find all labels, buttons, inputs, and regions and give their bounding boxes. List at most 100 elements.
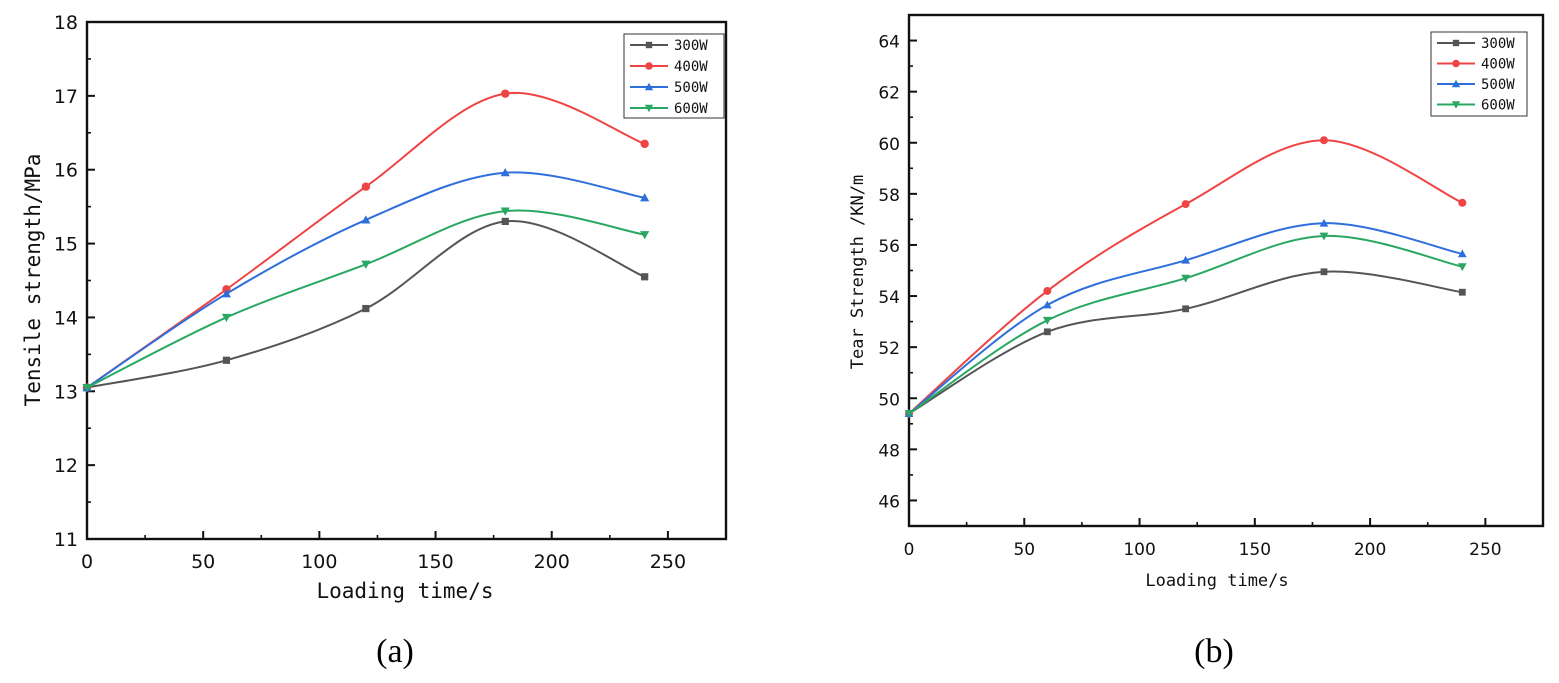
chart-a-legend-300w-marker-0 [645, 41, 653, 49]
chart-a-x-axis-label: Loading time/s [316, 579, 493, 603]
chart-a-series-500w-marker-1 [221, 289, 232, 298]
chart-b-x-tick-label: 200 [1354, 540, 1386, 560]
chart-b-x-tick-label: 100 [1123, 540, 1155, 560]
chart-a-legend-500w-marker-0 [644, 82, 654, 91]
chart-a-series-300w [83, 217, 649, 392]
chart-a-series-500w [82, 168, 650, 392]
chart-b-series-400w-marker-2 [1181, 200, 1190, 209]
chart-a-legend-box [623, 33, 725, 119]
chart-b: 0 50 100 150 200 250 46 48 50 52 54 56 58 60 62 64 Loadi… [848, 13, 1545, 670]
chart-b-series-400w-marker-1 [1043, 286, 1052, 295]
chart-b-y-tick-label: 58 [878, 186, 900, 206]
chart-a-series-600w-marker-4 [640, 231, 650, 240]
chart-a-y-tick-label: 11 [54, 529, 78, 551]
chart-b-legend-label: 600W [1481, 98, 1515, 114]
chart-a-y-tick-label: 17 [54, 86, 78, 108]
chart-a-series-400w-marker-2 [361, 182, 371, 191]
chart-b-legend: 300W 400W 500W 600W [1430, 31, 1528, 117]
chart-b-series-500w-marker-2 [1181, 255, 1191, 264]
chart-b-series-500w [904, 218, 1467, 417]
chart-a-legend-600w-marker-0 [644, 104, 654, 113]
chart-a-y-tick-label: 14 [54, 307, 78, 329]
chart-b-legend-box [1430, 31, 1528, 117]
chart-b-series-400w-marker-3 [1319, 136, 1328, 145]
chart-a-y-tick-label: 13 [54, 381, 78, 403]
chart-a-series-300w-marker-1 [222, 356, 231, 364]
chart-b-series-300w-marker-3 [1320, 268, 1328, 276]
chart-a-series-300w-marker-3 [501, 217, 509, 226]
chart-a-y-tick-label: 16 [54, 160, 78, 182]
chart-b-series-500w-line [908, 222, 1463, 415]
chart-b-y-tick-label: 54 [878, 288, 900, 308]
chart-b-y-tick-label: 50 [878, 390, 900, 410]
chart-a-series-600w-marker-3 [500, 207, 510, 216]
chart-a-x-tick-label: 150 [417, 551, 453, 573]
chart-b-y-tick-label: 62 [878, 84, 900, 104]
chart-a: 0 50 100 150 200 250 11 12 13 14 15 16 17 18 Loading t… [21, 12, 728, 670]
chart-a-y-tick-label: 15 [54, 234, 78, 256]
chart-a-y-tick-label: 12 [54, 455, 78, 477]
chart-a-legend: 300W 400W 500W 600W [623, 33, 725, 119]
chart-a-y-tick-label: 18 [54, 12, 78, 34]
chart-b-series-600w-marker-0 [904, 410, 914, 418]
chart-b-y-tick-label: 60 [878, 135, 900, 155]
chart-b-series-600w-marker-1 [1042, 316, 1052, 325]
chart-b-x-axis-label: Loading time/s [1145, 571, 1288, 591]
chart-a-x-tick-label: 100 [301, 551, 337, 573]
chart-b-x-tick-label: 0 [904, 540, 915, 560]
chart-b-y-tick-label: 56 [878, 237, 900, 257]
chart-a-series-300w-line [86, 220, 646, 389]
chart-b-series-600w [904, 232, 1467, 418]
chart-b-series-600w-marker-4 [1457, 263, 1467, 272]
chart-a-legend-400w-marker-0 [645, 62, 653, 70]
chart-a-series-500w-marker-3 [500, 168, 510, 177]
chart-a-series-400w-marker-3 [501, 89, 510, 98]
chart-b-series-600w-marker-2 [1181, 274, 1191, 283]
chart-a-series-600w-line [86, 209, 645, 389]
chart-b-y-axis-label: Tear Strength /KN/m [848, 175, 868, 369]
chart-b-legend-label: 300W [1481, 36, 1515, 52]
chart-b-series-400w-marker-4 [1458, 198, 1467, 207]
chart-b-series-300w [905, 268, 1466, 417]
chart-a-series-500w-marker-2 [361, 215, 371, 224]
chart-b-series-500w-marker-3 [1319, 218, 1329, 227]
chart-b-x-tick-label: 150 [1239, 540, 1271, 560]
chart-b-legend-label: 400W [1481, 57, 1515, 73]
chart-b-legend-label: 500W [1481, 77, 1515, 93]
chart-b-legend-400w-marker-0 [1452, 59, 1460, 68]
chart-b-y-tick-label: 52 [878, 339, 900, 359]
chart-a-x-tick-label: 200 [534, 551, 570, 573]
chart-b-legend-600w-marker-0 [1451, 101, 1461, 109]
chart-a-x-tick-label: 0 [81, 551, 93, 573]
chart-a-series-600w [82, 207, 650, 393]
chart-a-series-500w-marker-4 [640, 193, 650, 202]
chart-b-series-300w-marker-1 [1043, 328, 1051, 336]
chart-a-legend-label: 300W [674, 38, 708, 54]
chart-b-series-500w-marker-4 [1457, 249, 1467, 258]
chart-a-x-tick-label: 50 [191, 551, 215, 573]
chart-a-series-600w-marker-0 [82, 383, 92, 393]
chart-a-series-500w-line [86, 171, 645, 389]
chart-a-series-400w-marker-4 [640, 139, 649, 149]
chart-b-panel-label: (b) [1194, 633, 1234, 670]
chart-a-series-600w-marker-2 [361, 260, 371, 269]
chart-a-series-300w-marker-2 [362, 304, 370, 313]
chart-b-x-tick-label: 250 [1469, 540, 1501, 560]
chart-b-y-tick-label: 48 [878, 441, 900, 461]
chart-a-y-axis-label: Tensile strength/MPa [21, 154, 45, 407]
chart-b-series-600w-marker-3 [1319, 232, 1329, 241]
chart-b-legend-300w-marker-0 [1452, 39, 1460, 47]
chart-b-series-300w-marker-4 [1458, 288, 1466, 296]
chart-b-series-300w-marker-2 [1182, 305, 1190, 313]
chart-b-series-500w-marker-1 [1042, 300, 1052, 309]
chart-a-legend-label: 400W [674, 59, 708, 75]
chart-a-legend-label: 600W [674, 101, 708, 117]
chart-a-series-600w-marker-1 [221, 313, 232, 323]
chart-b-y-tick-label: 64 [878, 33, 900, 53]
chart-b-y-tick-label: 46 [878, 492, 900, 512]
chart-a-panel-label: (a) [376, 633, 414, 670]
chart-b-x-tick-label: 50 [1013, 540, 1035, 560]
chart-a-legend-label: 500W [674, 80, 708, 96]
chart-b-legend-500w-marker-0 [1451, 79, 1461, 88]
